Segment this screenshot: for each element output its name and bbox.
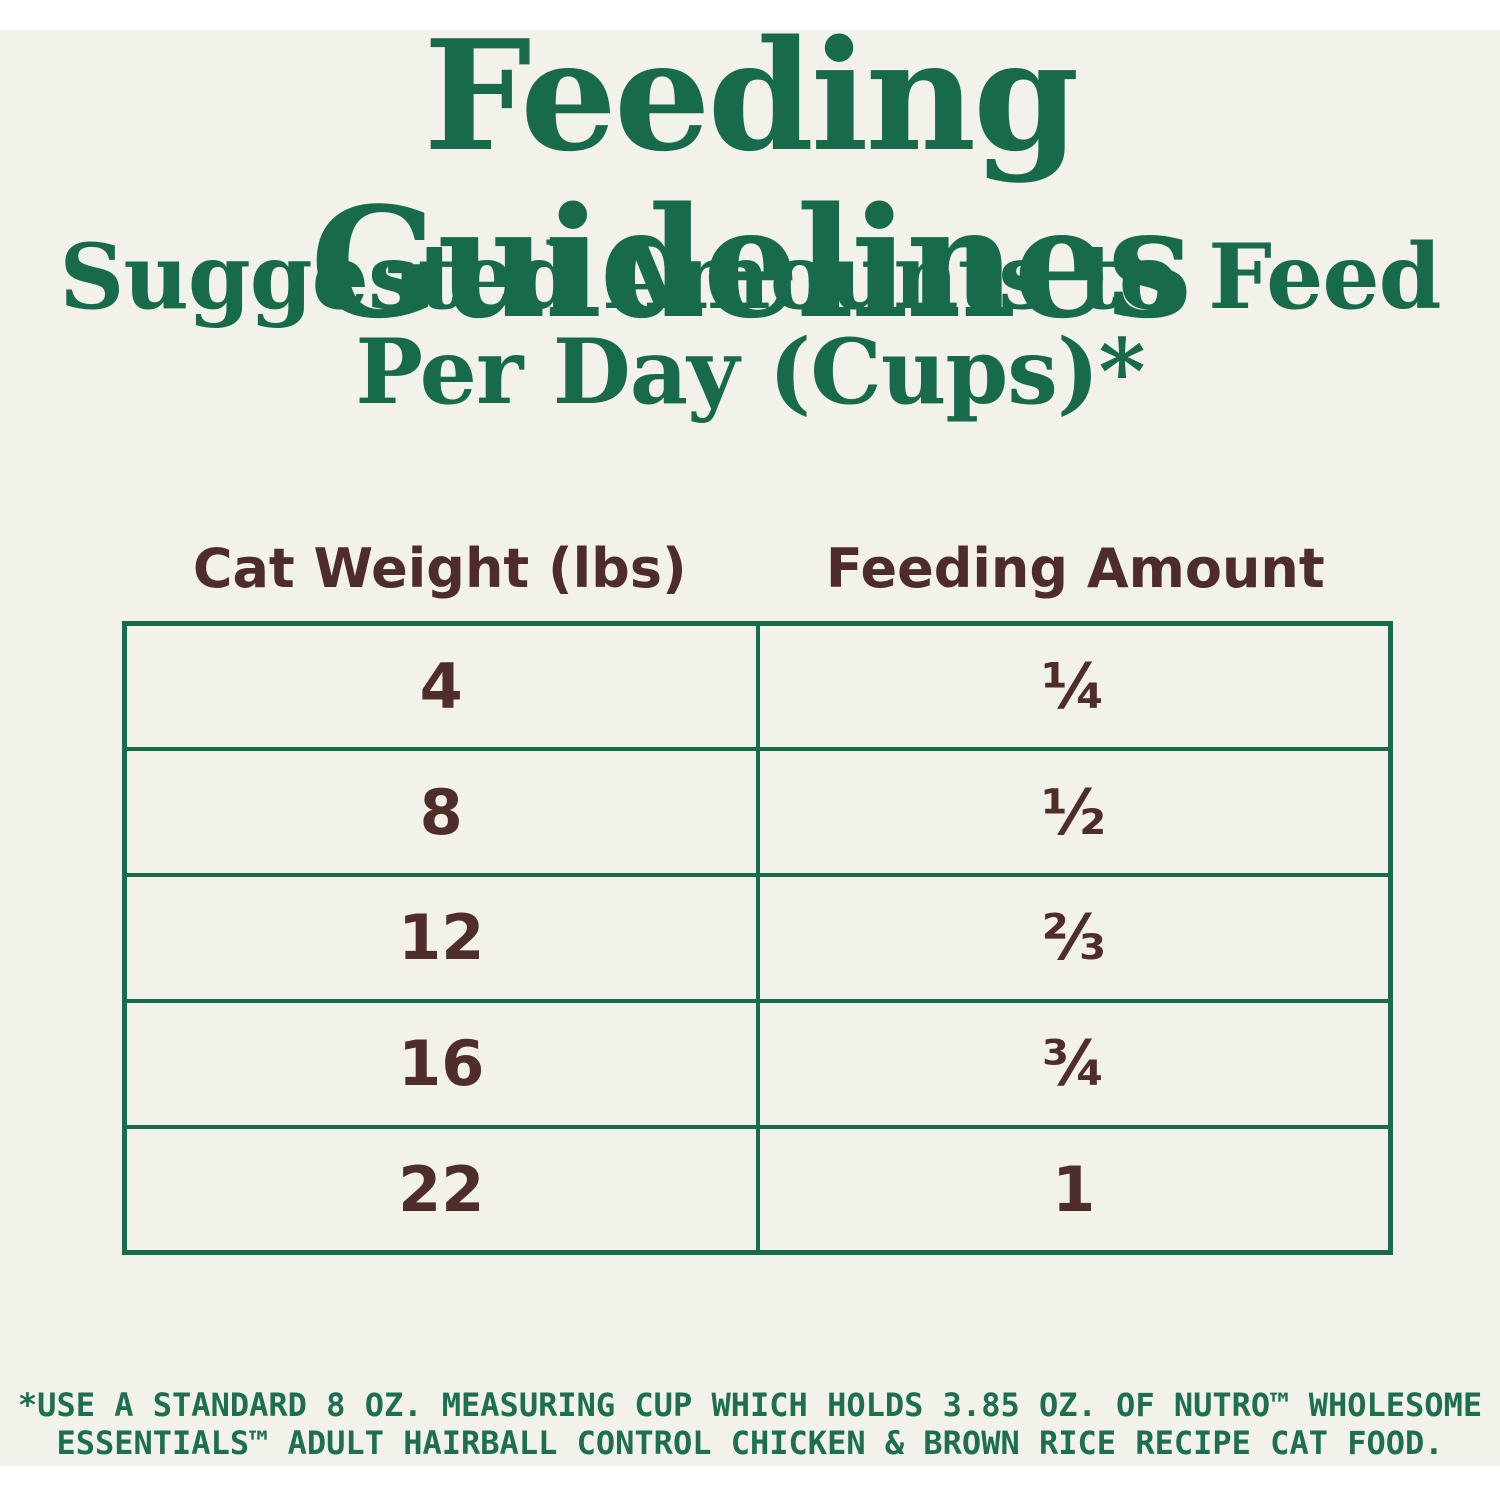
top-white-band bbox=[0, 0, 1500, 30]
table-row: 22 1 bbox=[122, 1124, 1393, 1255]
feeding-table: 4 ¼ 8 ½ 12 ⅔ 16 ¾ 22 1 bbox=[122, 621, 1393, 1255]
weight-cell: 22 bbox=[122, 1124, 760, 1255]
column-header-feeding-amount: Feeding Amount bbox=[825, 537, 1325, 600]
weight-cell: 4 bbox=[122, 621, 760, 752]
table-row: 16 ¾ bbox=[122, 998, 1393, 1129]
weight-cell: 12 bbox=[122, 873, 760, 1003]
amount-cell: ¼ bbox=[755, 621, 1393, 752]
weight-cell: 8 bbox=[122, 747, 760, 878]
bottom-white-band bbox=[0, 1466, 1500, 1500]
table-column-headers: Cat Weight (lbs) Feeding Amount bbox=[122, 542, 1393, 596]
page-title: Feeding Guidelines bbox=[310, 6, 1192, 353]
footnote-line-2: ESSENTIALS™ ADULT HAIRBALL CONTROL CHICK… bbox=[56, 1424, 1444, 1462]
amount-cell: 1 bbox=[755, 1124, 1393, 1255]
footnote-line-1: *USE A STANDARD 8 OZ. MEASURING CUP WHIC… bbox=[17, 1386, 1483, 1424]
page-subtitle-line-2: Per Day (Cups)* bbox=[355, 319, 1145, 425]
table-row: 8 ½ bbox=[122, 747, 1393, 878]
table-row: 4 ¼ bbox=[122, 621, 1393, 752]
amount-cell: ⅔ bbox=[755, 873, 1393, 1003]
table-row: 12 ⅔ bbox=[122, 873, 1393, 1003]
page-subtitle: Suggested Amounts to Feed Per Day (Cups)… bbox=[0, 230, 1500, 420]
footnote: *USE A STANDARD 8 OZ. MEASURING CUP WHIC… bbox=[0, 1386, 1500, 1462]
column-header-cat-weight: Cat Weight (lbs) bbox=[192, 537, 687, 600]
page-subtitle-line-1: Suggested Amounts to Feed bbox=[59, 224, 1441, 330]
amount-cell: ¾ bbox=[755, 998, 1393, 1129]
amount-cell: ½ bbox=[755, 747, 1393, 878]
weight-cell: 16 bbox=[122, 998, 760, 1129]
